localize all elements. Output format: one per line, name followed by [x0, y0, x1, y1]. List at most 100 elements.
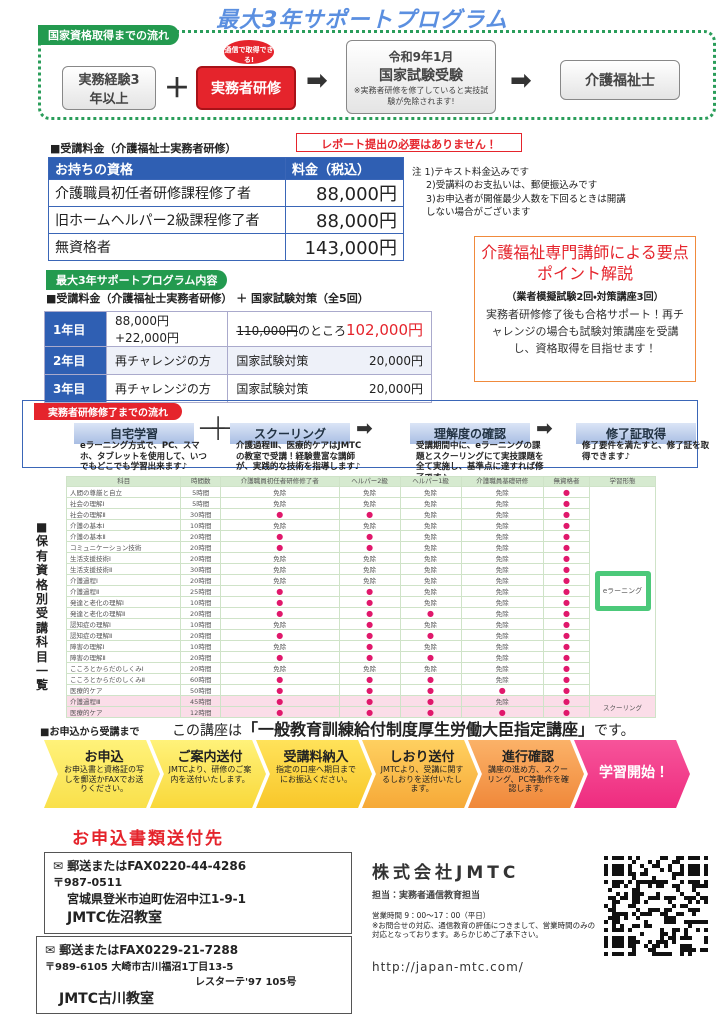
- qr-module: [688, 908, 692, 912]
- subjects-column: 介護職員基礎研修: [460, 475, 544, 488]
- qr-module: [604, 952, 608, 956]
- qr-module: [612, 924, 616, 928]
- qr-module: [604, 868, 608, 872]
- qr-module: [604, 944, 608, 948]
- qr-module: [604, 920, 608, 924]
- subject-status: ●: [338, 607, 401, 620]
- subject-status: ●: [542, 541, 591, 554]
- qr-module: [608, 948, 612, 952]
- subject-cell: 5時間: [180, 486, 221, 499]
- qr-module: [648, 884, 652, 888]
- step-text: JMTCより、受講に関するしおりを送付いたします。: [380, 765, 464, 794]
- subject-status: ●: [219, 684, 340, 697]
- qr-module: [688, 880, 692, 884]
- subject-status: ●: [338, 585, 401, 598]
- qr-module: [616, 900, 620, 904]
- qr-module: [608, 896, 612, 900]
- subject-status: ●: [542, 695, 591, 708]
- office-2: ✉ 郵送またはFAX0229-21-7288 〒989-6105 大崎市古川福沼…: [36, 936, 352, 1014]
- subject-status: 免除: [460, 530, 544, 543]
- subject-status: 免除: [399, 486, 462, 499]
- step-title: 修了証取得: [576, 423, 696, 444]
- subject-cell: 20時間: [180, 629, 221, 642]
- qr-module: [640, 892, 644, 896]
- office-line: ✉ 郵送またはFAX0229-21-7288: [45, 943, 239, 957]
- learning-mode: スクーリング: [589, 695, 656, 719]
- qr-module: [608, 868, 612, 872]
- subject-cell: 社会の理解Ⅰ: [65, 497, 182, 510]
- qr-module: [700, 896, 704, 900]
- fee-column: 料金（税込）: [285, 157, 404, 180]
- qr-module: [644, 924, 648, 928]
- office-name: JMTC佐沼教室: [67, 910, 162, 926]
- qr-module: [660, 912, 664, 916]
- qr-module: [616, 864, 620, 868]
- qr-module: [684, 876, 688, 880]
- qr-module: [612, 912, 616, 916]
- qr-module: [692, 856, 696, 860]
- qr-module: [696, 920, 700, 924]
- qr-module: [644, 944, 648, 948]
- qr-module: [628, 856, 632, 860]
- qr-module: [692, 884, 696, 888]
- program-price: 20,000円: [341, 346, 433, 375]
- qr-module: [620, 940, 624, 944]
- subject-status: 免除: [338, 497, 401, 510]
- flow-frame: [38, 30, 716, 120]
- statement-suffix: です。: [594, 723, 635, 739]
- qr-module: [624, 892, 628, 896]
- program-label: 最大3年サポートプログラム内容: [46, 270, 228, 290]
- qr-module: [672, 916, 676, 920]
- subject-status: 免除: [219, 519, 340, 532]
- old-price: 110,000円: [236, 323, 298, 338]
- qr-module: [676, 912, 680, 916]
- qr-module: [640, 880, 644, 884]
- qr-module: [604, 860, 608, 864]
- qr-module: [680, 944, 684, 948]
- qr-module: [632, 940, 636, 944]
- fee-qualification: 旧ホームヘルパー2級課程修了者: [48, 206, 286, 234]
- qr-module: [616, 920, 620, 924]
- qr-module: [624, 944, 628, 948]
- subject-status: ●: [338, 618, 401, 631]
- subject-status: 免除: [338, 563, 401, 576]
- subject-cell: 障害の理解Ⅱ: [65, 651, 182, 664]
- qr-module: [624, 860, 628, 864]
- qr-module: [628, 872, 632, 876]
- subject-status: ●: [542, 673, 591, 686]
- qr-module: [684, 896, 688, 900]
- qr-module: [680, 952, 684, 956]
- qr-module: [692, 868, 696, 872]
- subject-status: ●: [338, 651, 401, 664]
- qr-module: [676, 884, 680, 888]
- qr-module: [620, 944, 624, 948]
- subject-cell: こころとからだのしくみⅡ: [65, 673, 182, 686]
- qr-module: [624, 916, 628, 920]
- subject-status: ●: [399, 695, 462, 708]
- subject-cell: 人間の尊厳と自立: [65, 486, 182, 499]
- qr-module: [688, 860, 692, 864]
- subject-cell: 発達と老化の理解Ⅱ: [65, 607, 182, 620]
- qr-module: [632, 904, 636, 908]
- step-text: 介護過程Ⅲ、医療的ケアはJMTCの教室で受講！経験豊富な講師が、実践的な技術を指…: [236, 441, 362, 473]
- qr-module: [652, 948, 656, 952]
- qr-module: [696, 876, 700, 880]
- qr-module: [664, 944, 668, 948]
- application-step: 受講料納入 指定の口座へ期日までにお振込ください。: [256, 740, 372, 808]
- subject-cell: コミュニケーション技術: [65, 541, 182, 554]
- qr-module: [632, 888, 636, 892]
- subject-status: ●: [542, 629, 591, 642]
- subject-status: ●: [542, 563, 591, 576]
- step-title: 自宅学習: [74, 423, 194, 444]
- subject-cell: 介護過程Ⅲ: [65, 695, 182, 708]
- qr-module: [692, 948, 696, 952]
- qr-module: [632, 924, 636, 928]
- subject-status: ●: [542, 618, 591, 631]
- qr-module: [688, 924, 692, 928]
- subject-status: ●: [219, 530, 340, 543]
- qr-module: [692, 888, 696, 892]
- qr-module: [636, 940, 640, 944]
- qr-module: [616, 892, 620, 896]
- lecture-box: 介護福祉専門講師による要点ポイント解説 （業者模擬試験2回・対策講座3回） 実務…: [474, 236, 696, 382]
- qr-module: [656, 864, 660, 868]
